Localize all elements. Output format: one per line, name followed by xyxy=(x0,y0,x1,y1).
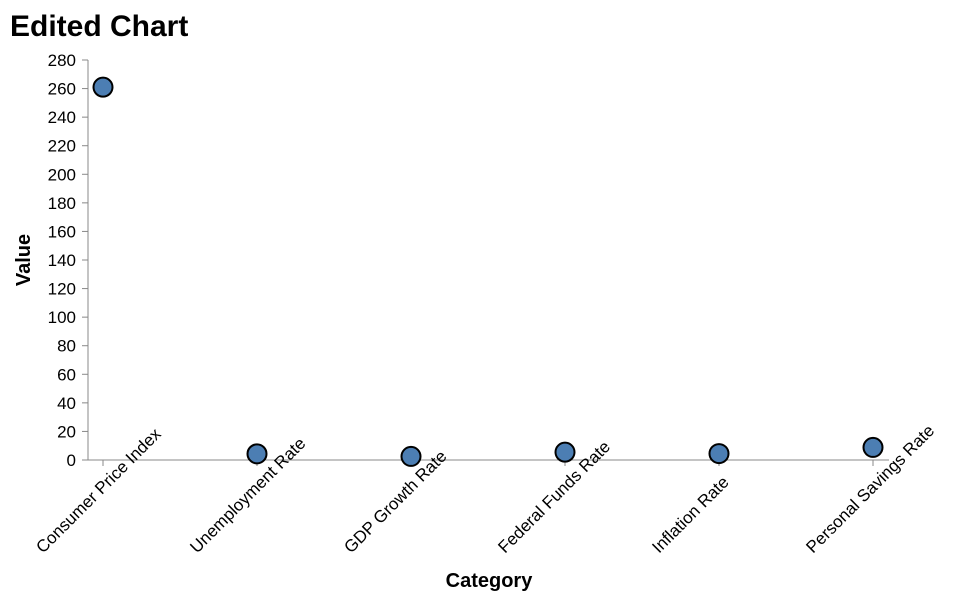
x-axis: Consumer Price Index Unemployment Rate GDP… xyxy=(32,421,938,557)
y-tick-label: 80 xyxy=(57,337,76,356)
y-tick-label: 140 xyxy=(48,251,76,270)
chart-title: Edited Chart xyxy=(10,10,188,43)
y-tick-label: 280 xyxy=(48,51,76,70)
y-tick-label: 220 xyxy=(48,137,76,156)
x-tick-label: Federal Funds Rate xyxy=(494,437,614,557)
data-point xyxy=(246,443,268,465)
x-tick-label: Consumer Price Index xyxy=(32,424,165,557)
y-tick-label: 200 xyxy=(48,165,76,184)
y-tick-label: 40 xyxy=(57,394,76,413)
data-point xyxy=(92,76,114,98)
y-tick-label: 60 xyxy=(57,365,76,384)
x-tick-label: GDP Growth Rate xyxy=(340,447,450,557)
y-tick-label: 180 xyxy=(48,194,76,213)
y-tick-label: 0 xyxy=(67,451,76,470)
x-axis-title: Category xyxy=(446,570,534,592)
data-point xyxy=(862,436,884,458)
data-point xyxy=(400,445,422,467)
y-tick-label: 240 xyxy=(48,108,76,127)
data-points xyxy=(92,76,884,467)
y-tick-label: 100 xyxy=(48,308,76,327)
y-axis-title: Value xyxy=(13,234,35,286)
data-point xyxy=(554,441,576,463)
x-tick-label: Inflation Rate xyxy=(648,473,732,557)
y-tick-label: 20 xyxy=(57,422,76,441)
data-point xyxy=(708,443,730,465)
y-tick-label: 160 xyxy=(48,222,76,241)
y-tick-label: 260 xyxy=(48,80,76,99)
y-tick-label: 120 xyxy=(48,280,76,299)
y-axis: 0 20 40 60 80 100 120 140 160 180 200 220 240 260 280 xyxy=(48,51,89,470)
